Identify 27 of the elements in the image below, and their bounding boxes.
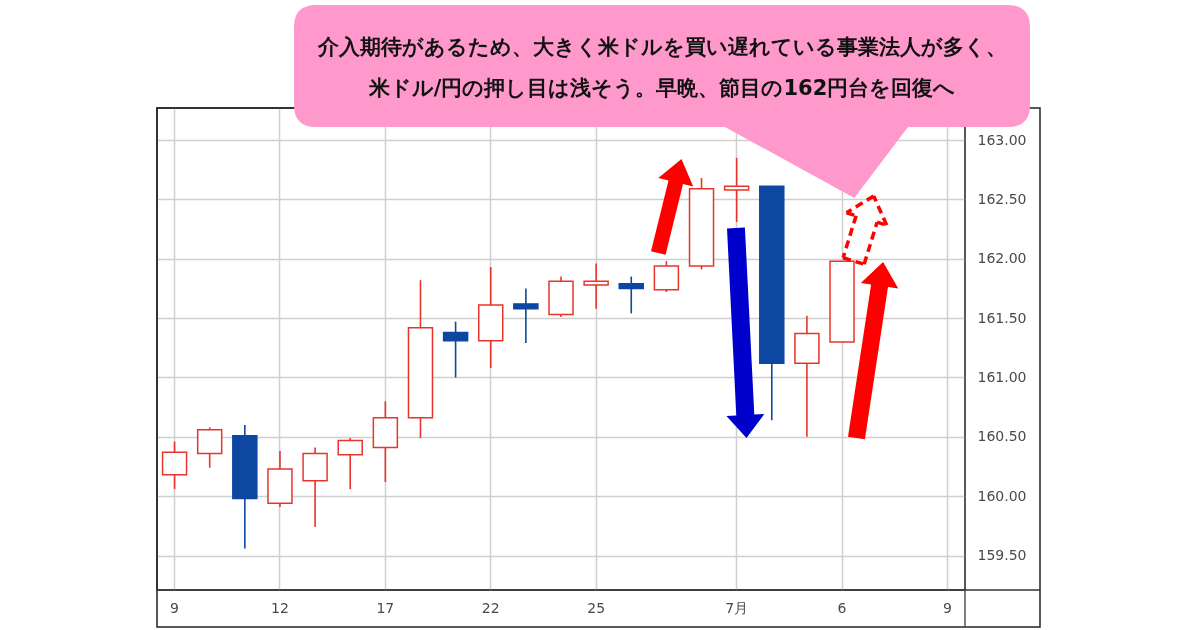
x-tick-label: 9 [170,599,180,616]
y-tick-label: 159.50 [977,547,1027,564]
x-tick-label: 12 [271,599,289,616]
candlestick [337,437,363,490]
x-tick-label: 25 [587,599,606,616]
candlestick [513,287,539,344]
y-tick-label: 162.50 [977,190,1027,207]
candlestick [161,440,188,490]
text: 介入期待があるため、大きく米ドルを買い遅れている事業法人が多く、 [316,35,1007,59]
candlestick [618,275,645,315]
x-tick-label: 22 [481,599,500,616]
candlestick [653,260,680,293]
y-tick-label: 162.00 [977,250,1027,267]
y-tick-label: 160.50 [977,428,1027,445]
candlestick [723,157,750,223]
y-tick-label: 163.00 [977,131,1027,148]
candlestick [442,320,469,379]
x-tick-label: 7月 [725,599,749,616]
text: 米ドル/円の押し目は浅そう。早晩、節目の162円台を回復へ [367,76,956,100]
y-tick-label: 161.50 [977,309,1027,326]
y-tick-label: 160.00 [977,487,1027,504]
x-tick-label: 6 [837,599,847,616]
x-tick-label: 17 [376,599,395,616]
x-tick-label: 9 [942,599,952,616]
candlestick [583,262,609,310]
candlestick [196,426,223,469]
y-tick-label: 161.00 [977,368,1027,385]
